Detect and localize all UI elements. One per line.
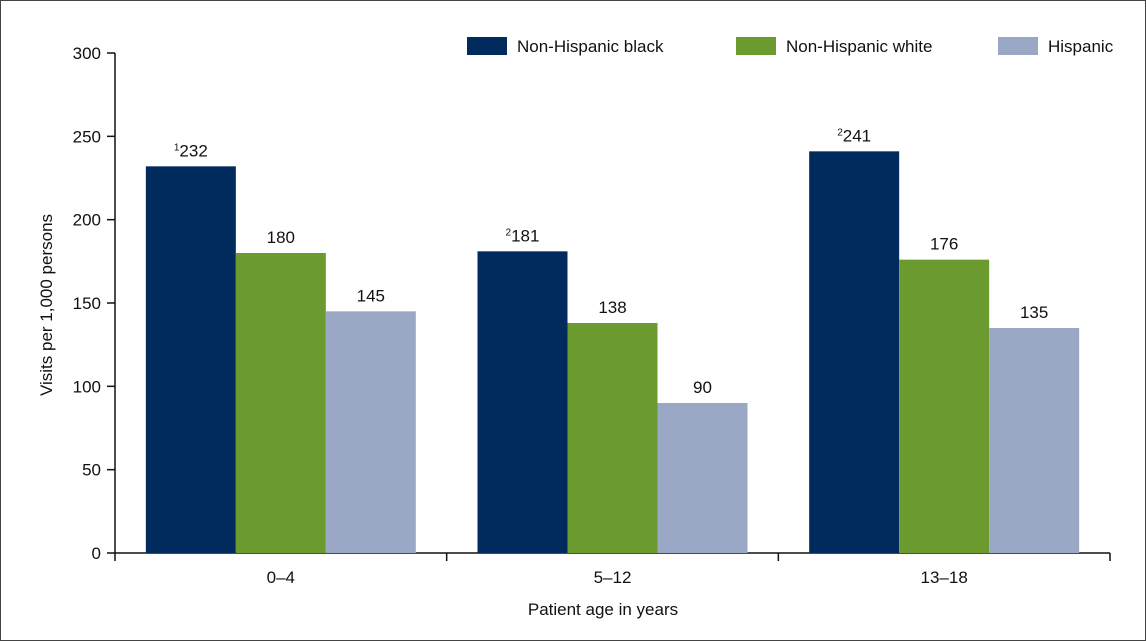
data-value: 241 [843,126,871,145]
y-axis-title: Visits per 1,000 persons [37,214,56,396]
y-tick-label: 50 [82,461,101,480]
bar [567,323,658,553]
data-label: 145 [357,286,385,305]
legend-label: Non-Hispanic white [786,37,932,56]
data-label: 1232 [174,141,208,160]
x-axis-title: Patient age in years [528,600,678,619]
y-tick-label: 200 [73,211,101,230]
bar [899,259,990,553]
footnote-marker: 2 [506,227,512,238]
bar [477,251,568,554]
bars [145,151,1080,554]
bar [657,403,748,553]
legend-label: Hispanic [1048,37,1114,56]
data-label: 138 [598,298,626,317]
data-label: 135 [1020,303,1048,322]
bar [235,253,326,553]
y-tick-label: 150 [73,294,101,313]
y-tick-label: 300 [73,44,101,63]
x-tick-label: 13–18 [921,568,968,587]
x-tick-label: 0–4 [267,568,295,587]
legend-label: Non-Hispanic black [517,37,664,56]
data-value: 181 [511,226,539,245]
bar [809,151,900,554]
data-label: 90 [693,378,712,397]
bar [325,311,416,553]
legend-swatch [736,37,776,55]
bar [145,166,236,554]
y-tick-label: 0 [92,544,101,563]
data-label: 2241 [837,126,871,145]
bar [989,328,1080,553]
legend-swatch [998,37,1038,55]
legend: Non-Hispanic black Non-Hispanic white Hisp… [467,37,1114,56]
y-tick-label: 250 [73,127,101,146]
footnote-marker: 1 [174,142,180,153]
x-tick-label: 5–12 [594,568,632,587]
y-tick-label: 100 [73,377,101,396]
data-label: 180 [267,228,295,247]
data-label: 176 [930,235,958,254]
legend-swatch [467,37,507,55]
data-value: 232 [179,141,207,160]
data-label: 2181 [506,226,540,245]
footnote-marker: 2 [837,127,843,138]
